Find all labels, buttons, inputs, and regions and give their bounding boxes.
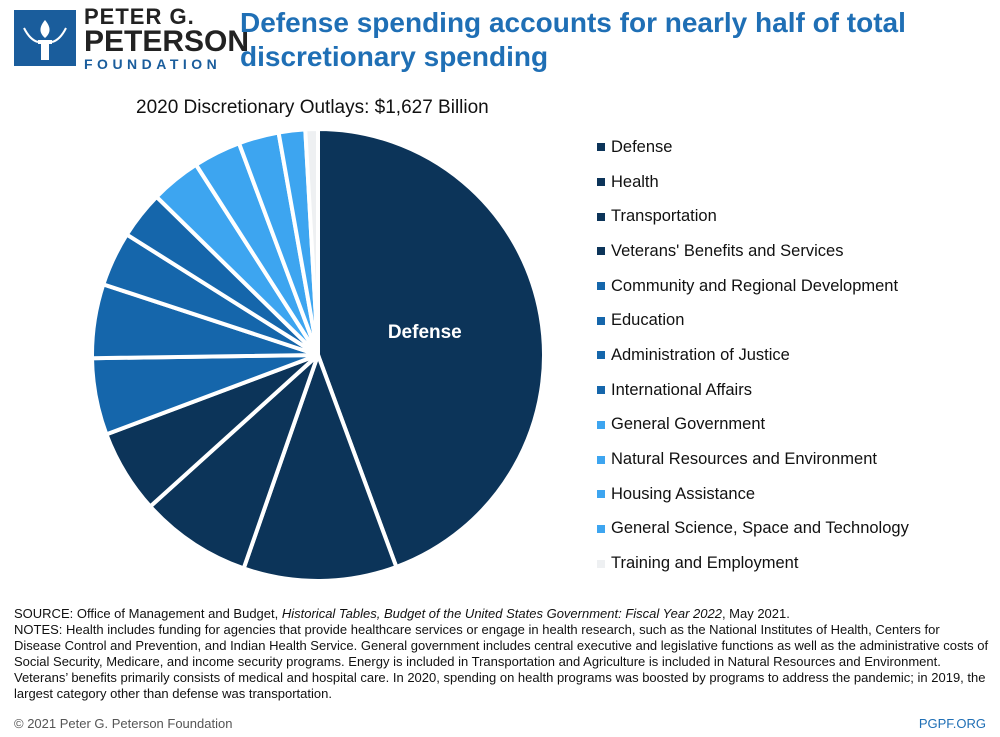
legend-item-community-and-regional-development: Community and Regional Development	[597, 269, 909, 304]
legend: Defense Health Transportation Veterans' Ben…	[597, 130, 909, 581]
pie-slice-health	[241, 353, 399, 583]
legend-item-general-government: General Government	[597, 408, 909, 443]
legend-item-health: Health	[597, 165, 909, 200]
legend-item-administration-of-justice: Administration of Justice	[597, 338, 909, 373]
legend-swatch	[597, 212, 605, 221]
legend-label: Natural Resources and Environment	[611, 450, 877, 469]
legend-swatch	[597, 247, 605, 256]
legend-label: Education	[611, 311, 685, 330]
notes-block: SOURCE: Office of Management and Budget,…	[14, 606, 989, 702]
legend-label: Administration of Justice	[611, 345, 790, 364]
source-suffix: , May 2021.	[721, 606, 790, 621]
legend-item-general-science-space-and-technology: General Science, Space and Technology	[597, 512, 909, 547]
legend-label: Health	[611, 172, 659, 191]
legend-item-education: Education	[597, 303, 909, 338]
legend-label: General Government	[611, 415, 766, 434]
legend-swatch	[597, 386, 605, 395]
pie-slice-label: Defense	[388, 322, 462, 343]
headline: Defense spending accounts for nearly hal…	[240, 7, 906, 72]
legend-swatch	[597, 524, 605, 533]
legend-label: Housing Assistance	[611, 484, 755, 503]
legend-swatch	[597, 178, 605, 187]
pie-slice-training-and-employment	[303, 127, 320, 357]
logo-wordmark: PETER G. PETERSON FOUNDATION	[84, 4, 250, 73]
legend-label: Veterans' Benefits and Services	[611, 241, 844, 260]
legend-item-defense: Defense	[597, 130, 909, 165]
legend-label: General Science, Space and Technology	[611, 519, 909, 538]
legend-swatch	[597, 351, 605, 360]
legend-label: Training and Employment	[611, 554, 799, 573]
pie-chart: Defense	[90, 127, 546, 583]
legend-swatch	[597, 316, 605, 325]
legend-item-veterans-benefits-and-services: Veterans' Benefits and Services	[597, 234, 909, 269]
legend-swatch	[597, 559, 605, 568]
notes-text: NOTES: Health includes funding for agenc…	[14, 622, 989, 701]
site-link[interactable]: PGPF.ORG	[918, 716, 986, 731]
pie-slice-transportation	[148, 353, 320, 571]
legend-item-natural-resources-and-environment: Natural Resources and Environment	[597, 442, 909, 477]
source-title: Historical Tables, Budget of the United …	[281, 606, 722, 621]
chart-title: 2020 Discretionary Outlays: $1,627 Billi…	[136, 97, 489, 118]
logo-line2: PETERSON	[84, 25, 250, 58]
source-line: SOURCE: Office of Management and Budget,…	[14, 606, 989, 622]
legend-swatch	[597, 455, 605, 464]
legend-item-training-and-employment: Training and Employment	[597, 546, 909, 581]
logo-line1: PETER G.	[84, 4, 195, 29]
legend-swatch	[597, 143, 605, 152]
pie-slice-defense	[316, 127, 546, 569]
legend-swatch	[597, 282, 605, 291]
legend-label: Community and Regional Development	[611, 276, 899, 295]
logo-torch-icon	[14, 10, 76, 66]
legend-item-housing-assistance: Housing Assistance	[597, 477, 909, 512]
legend-label: Defense	[611, 137, 673, 156]
copyright: © 2021 Peter G. Peterson Foundation	[14, 716, 233, 731]
legend-label: Transportation	[611, 207, 717, 226]
legend-swatch	[597, 490, 605, 499]
legend-label: International Affairs	[611, 380, 752, 399]
legend-item-transportation: Transportation	[597, 199, 909, 234]
legend-swatch	[597, 420, 605, 429]
legend-item-international-affairs: International Affairs	[597, 373, 909, 408]
source-prefix: SOURCE: Office of Management and Budget,	[14, 606, 282, 621]
logo-line3: FOUNDATION	[84, 56, 222, 72]
